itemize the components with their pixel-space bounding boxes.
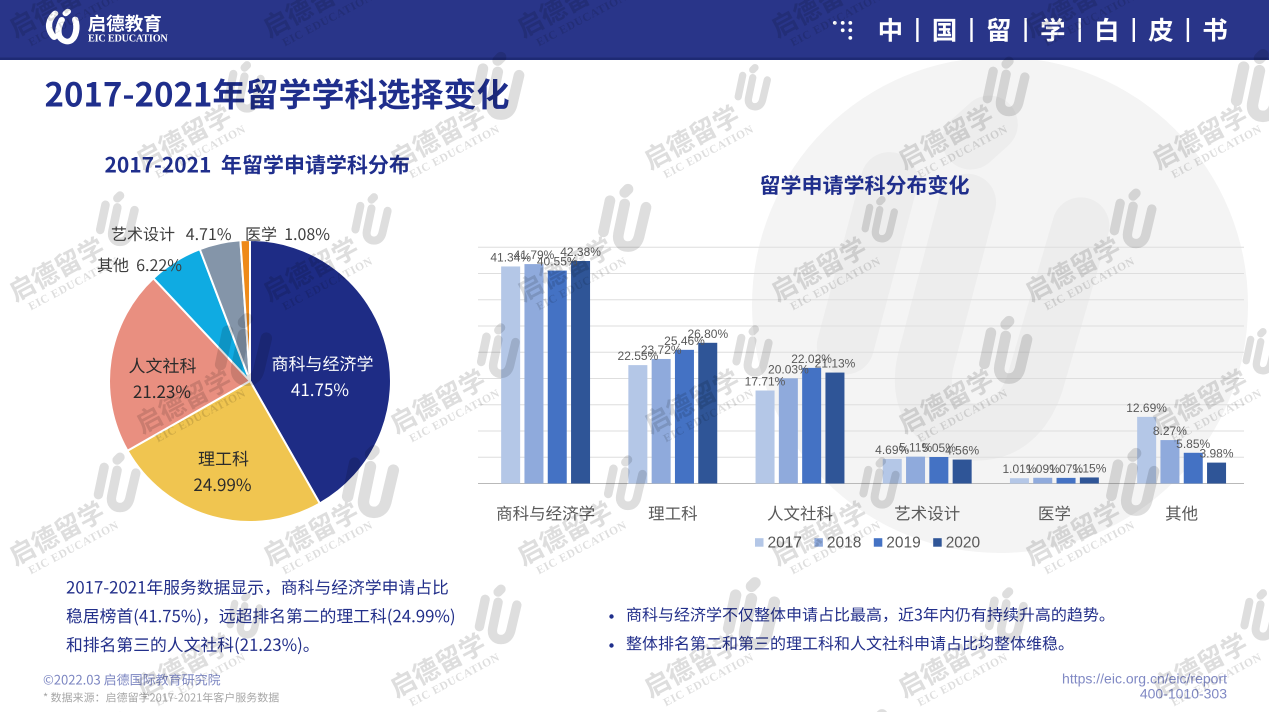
svg-text:25.46%: 25.46% xyxy=(664,334,705,348)
svg-text:26.80%: 26.80% xyxy=(687,327,728,341)
svg-text:23.72%: 23.72% xyxy=(641,343,682,357)
svg-text:17.71%: 17.71% xyxy=(745,375,786,389)
svg-text:5.85%: 5.85% xyxy=(1176,437,1210,451)
svg-text:41.79%: 41.79% xyxy=(514,248,555,262)
svg-text:1.07%: 1.07% xyxy=(1049,462,1083,476)
svg-text:20.03%: 20.03% xyxy=(768,362,809,376)
svg-text:5.05%: 5.05% xyxy=(922,441,956,455)
svg-text:21.13%: 21.13% xyxy=(815,357,856,371)
svg-text:4.56%: 4.56% xyxy=(945,444,979,458)
svg-text:1.15%: 1.15% xyxy=(1072,462,1106,476)
svg-text:41.34%: 41.34% xyxy=(490,251,531,265)
svg-text:12.69%: 12.69% xyxy=(1126,401,1167,415)
svg-text:3.98%: 3.98% xyxy=(1199,447,1233,461)
svg-text:4.69%: 4.69% xyxy=(875,443,909,457)
svg-text:2020: 2020 xyxy=(946,535,981,552)
svg-text:2019: 2019 xyxy=(886,535,920,552)
svg-text:1.01%: 1.01% xyxy=(1002,462,1036,476)
svg-text:22.02%: 22.02% xyxy=(791,352,832,366)
svg-text:1.09%: 1.09% xyxy=(1026,462,1060,476)
svg-text:EIC EDUCATION: EIC EDUCATION xyxy=(88,34,168,45)
svg-text:5.11%: 5.11% xyxy=(899,441,932,455)
svg-text:22.55%: 22.55% xyxy=(618,349,659,363)
